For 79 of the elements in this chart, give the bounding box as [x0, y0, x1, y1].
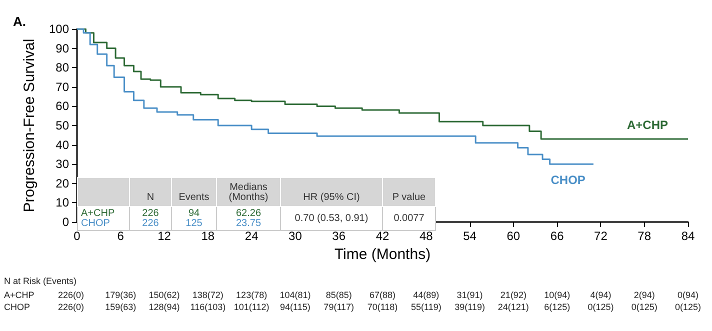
x-tick-label: 84 [681, 229, 695, 243]
text: 0(125) [588, 302, 614, 312]
annotation: 62.26 [234, 208, 262, 219]
text: 24(121) [498, 302, 529, 312]
y-tick-label: 30 [56, 157, 70, 172]
text: 39(119) [454, 302, 485, 312]
chart-title: A. [13, 14, 26, 29]
annotation: Medians (Months) [216, 178, 280, 206]
text: 44(89) [413, 290, 440, 300]
y-tick-label: 70 [56, 80, 70, 94]
y-tick-label: 0 [62, 215, 70, 229]
y-tick-label: 60 [56, 99, 70, 114]
series-label: CHOP [550, 173, 586, 188]
annotation: N [130, 178, 172, 206]
text: CHOP [4, 302, 30, 312]
text: 123(78) [236, 290, 268, 300]
annotation: Events [172, 178, 216, 206]
text: 116(103) [190, 302, 226, 312]
text: 128(94) [148, 302, 180, 312]
x-tick-label: 24 [244, 229, 259, 243]
x-tick-label: 72 [594, 229, 608, 243]
annotation: 94 [187, 208, 201, 219]
annotation: HR (95% CI) [280, 178, 382, 206]
x-tick-label: 36 [332, 229, 346, 243]
text: 138(72) [192, 290, 224, 300]
y-tick-label: 80 [56, 60, 70, 75]
text: A+CHP [4, 290, 34, 300]
text: 104(81) [280, 290, 311, 300]
text: 0(94) [677, 290, 699, 300]
text: 6(125) [544, 302, 570, 312]
annotation: A+CHP [81, 208, 116, 219]
text: 67(88) [369, 290, 396, 300]
text: 10(94) [544, 290, 570, 300]
x-tick-label: 6 [117, 229, 124, 243]
y-axis-title: Progression-Free Survival [21, 38, 38, 212]
text: 226(0) [58, 302, 84, 312]
text: 159(63) [105, 302, 136, 312]
annotation: 23.75 [234, 218, 262, 229]
annotation: 0.0077 [382, 206, 436, 230]
x-tick-label: 42 [376, 229, 390, 243]
annotation: 226 [141, 208, 160, 219]
text: 150(62) [148, 290, 180, 300]
x-tick-label: 48 [419, 229, 434, 243]
x-tick-label: 18 [201, 229, 215, 243]
text: 94(115) [280, 302, 310, 312]
y-tick-label: 50 [56, 118, 70, 132]
x-axis-title: Time (Months) [334, 246, 431, 263]
annotation: 0.70 (0.53, 0.91) [280, 206, 382, 230]
x-tick-label: 66 [550, 229, 564, 243]
x-tick-label: 60 [506, 229, 520, 243]
x-tick-label: 54 [463, 229, 477, 243]
text: 101(112) [234, 302, 270, 312]
text: 0(125) [631, 302, 658, 312]
text: 226(0) [58, 290, 84, 300]
text: 70(118) [367, 302, 398, 312]
y-tick-label: 100 [48, 22, 70, 36]
y-tick-label: 20 [56, 176, 70, 190]
annotation: CHOP [81, 218, 111, 229]
x-tick-label: 78 [638, 229, 652, 243]
text: 55(119) [410, 302, 442, 312]
text: 85(85) [326, 290, 352, 300]
annotation: 226 [141, 218, 160, 229]
y-tick-label: 90 [56, 41, 70, 56]
x-tick-label: 12 [158, 229, 172, 243]
text: 21(92) [500, 290, 526, 300]
text: N at Risk (Events) [4, 276, 77, 286]
x-tick-label: 30 [288, 229, 302, 243]
text: 179(36) [105, 290, 136, 300]
series-label: A+CHP [626, 118, 668, 132]
x-tick-label: 0 [74, 229, 81, 243]
text: 2(94) [634, 290, 655, 300]
annotation: P value [382, 178, 436, 206]
annotation: 125 [184, 218, 204, 229]
y-tick-label: 40 [56, 138, 70, 152]
text: 0(125) [674, 302, 702, 312]
text: 79(117) [324, 302, 354, 312]
y-tick-label: 10 [56, 196, 70, 210]
text: 31(91) [456, 290, 483, 300]
text: 4(94) [590, 290, 612, 300]
